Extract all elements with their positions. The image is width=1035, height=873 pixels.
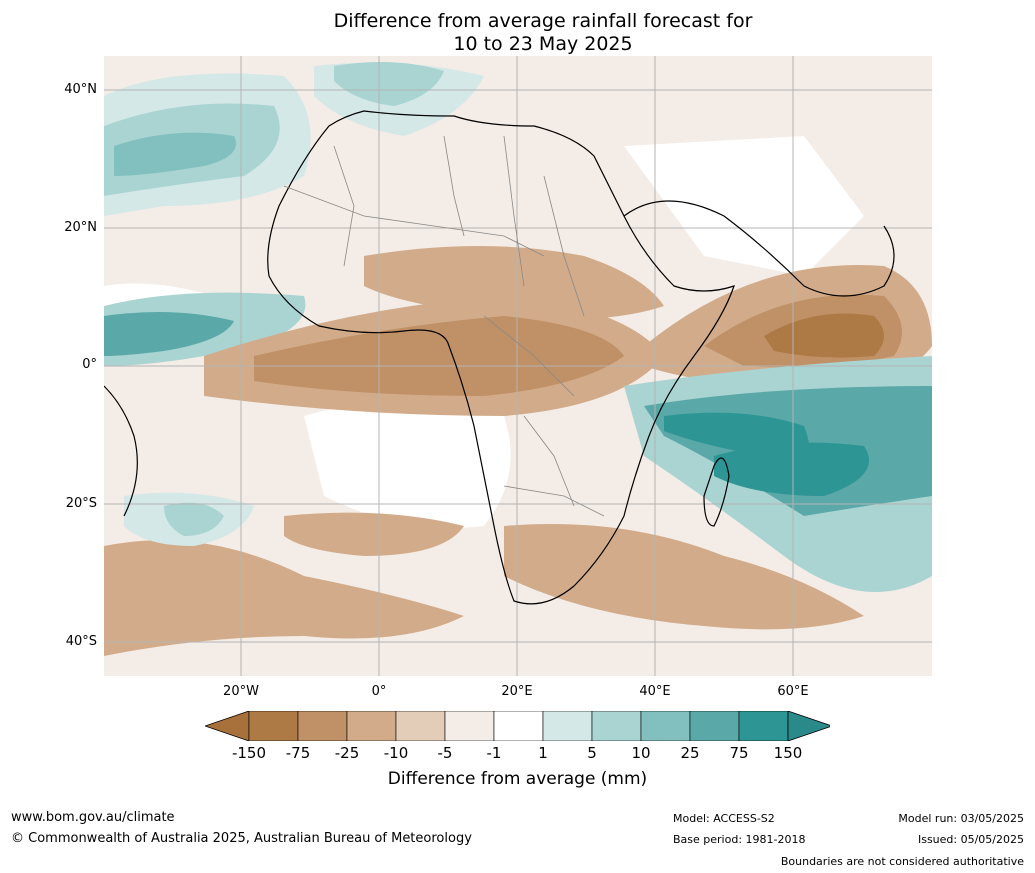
footer-site: www.bom.gov.au/climate	[11, 810, 175, 825]
colorbar-title: Difference from average (mm)	[387, 769, 648, 789]
colorbar-tick-label: -25	[334, 744, 360, 762]
colorbar-tick-label: 25	[680, 744, 700, 762]
colorbar-arrow-low	[205, 711, 250, 741]
footer-model: Model: ACCESS-S2	[673, 812, 775, 825]
lon-label-60e: 60°E	[777, 684, 809, 699]
colorbar-tick-label: -75	[285, 744, 311, 762]
map-title: Difference from average rainfall forecas…	[0, 10, 1035, 56]
lat-label-40n: 40°N	[64, 82, 97, 97]
colorbar-segment	[346, 711, 397, 741]
colorbar-tick-label: 5	[587, 744, 597, 762]
footer-issued: Issued: 05/05/2025	[917, 833, 1024, 846]
footer-copyright: © Commonwealth of Australia 2025, Austra…	[11, 831, 472, 846]
lat-label-20s: 20°S	[65, 496, 97, 511]
colorbar-segment	[591, 711, 642, 741]
lat-label-40s: 40°S	[65, 634, 97, 649]
lon-label-20w: 20°W	[223, 684, 259, 699]
colorbar-segment	[444, 711, 495, 741]
colorbar-segment	[640, 711, 691, 741]
colorbar-tick-label: -5	[437, 744, 453, 762]
colorbar-tick-label: -1	[486, 744, 502, 762]
lon-label-40e: 40°E	[639, 684, 671, 699]
colorbar-tick-label: 1	[538, 744, 548, 762]
colorbar-tick-label: 10	[631, 744, 651, 762]
colorbar-segment	[542, 711, 593, 741]
colorbar-tick-label: -10	[383, 744, 409, 762]
colorbar	[205, 711, 830, 741]
footer-disclaimer: Boundaries are not considered authoritat…	[780, 855, 1024, 868]
colorbar-tick-label: 150	[773, 744, 803, 762]
lon-label-20e: 20°E	[501, 684, 533, 699]
footer-model-run: Model run: 03/05/2025	[898, 812, 1024, 825]
colorbar-segment	[248, 711, 299, 741]
lat-label-20n: 20°N	[64, 220, 97, 235]
colorbar-segment	[395, 711, 446, 741]
title-line-2: 10 to 23 May 2025	[453, 33, 633, 55]
colorbar-tick-label: -150	[231, 744, 267, 762]
colorbar-segment	[738, 711, 789, 741]
footer-base-period: Base period: 1981-2018	[673, 833, 806, 846]
colorbar-arrow-high	[787, 711, 830, 741]
colorbar-segment	[297, 711, 348, 741]
colorbar-segment	[493, 711, 544, 741]
colorbar-tick-label: 75	[729, 744, 749, 762]
colorbar-segment	[689, 711, 740, 741]
lon-label-0: 0°	[371, 684, 387, 699]
lat-label-0: 0°	[82, 357, 97, 372]
rainfall-anomaly-map	[104, 56, 932, 676]
title-line-1: Difference from average rainfall forecas…	[333, 10, 753, 32]
